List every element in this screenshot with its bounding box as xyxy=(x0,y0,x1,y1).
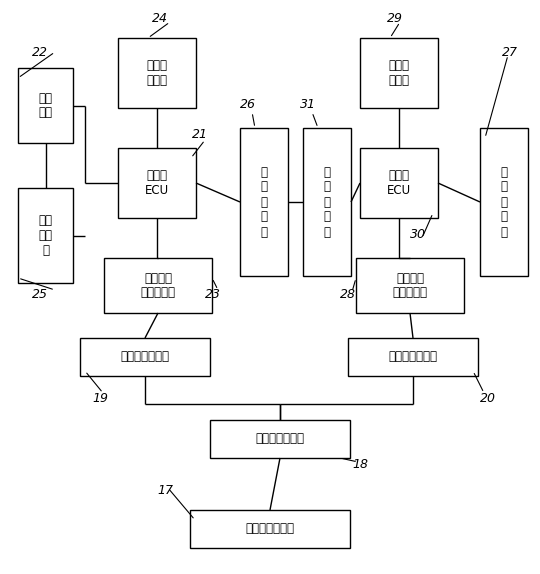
Text: 20: 20 xyxy=(480,391,496,405)
Text: 28: 28 xyxy=(340,289,356,301)
Text: 30: 30 xyxy=(410,228,426,242)
Text: 19: 19 xyxy=(92,391,108,405)
Bar xyxy=(190,510,350,548)
Text: 电动车地感线圈: 电动车地感线圈 xyxy=(388,351,437,363)
Text: 网
络
协
调
器: 网 络 协 调 器 xyxy=(260,165,267,239)
Bar xyxy=(18,188,73,283)
Bar xyxy=(240,128,288,276)
Text: 29: 29 xyxy=(387,11,403,25)
Text: 24: 24 xyxy=(152,11,168,25)
Text: 电动车磁
检测传感器: 电动车磁 检测传感器 xyxy=(393,272,428,300)
Bar xyxy=(118,38,196,108)
Bar xyxy=(356,258,464,313)
Text: 18: 18 xyxy=(352,459,368,471)
Text: 22: 22 xyxy=(32,45,48,59)
Text: 机动车
蓄电池: 机动车 蓄电池 xyxy=(146,59,167,87)
Text: 31: 31 xyxy=(300,99,316,111)
Bar xyxy=(348,338,478,376)
Text: 17: 17 xyxy=(157,483,173,497)
Text: 车载
雷达: 车载 雷达 xyxy=(38,91,52,119)
Bar xyxy=(18,68,73,143)
Bar xyxy=(210,420,350,458)
Text: 机动车磁
检测传感器: 机动车磁 检测传感器 xyxy=(140,272,176,300)
Text: 27: 27 xyxy=(502,45,518,59)
Text: 雷达
控制
器: 雷达 控制 器 xyxy=(38,214,52,257)
Text: 21: 21 xyxy=(192,129,208,142)
Bar xyxy=(303,128,351,276)
Bar xyxy=(360,38,438,108)
Text: 角
度
传
感
器: 角 度 传 感 器 xyxy=(501,165,508,239)
Text: 电动车
蓄电池: 电动车 蓄电池 xyxy=(388,59,409,87)
Text: 无
线
路
由
器: 无 线 路 由 器 xyxy=(323,165,330,239)
Bar xyxy=(118,148,196,218)
Text: 地感线圈控制器: 地感线圈控制器 xyxy=(255,432,305,445)
Text: 机动车地感线圈: 机动车地感线圈 xyxy=(120,351,170,363)
Text: 25: 25 xyxy=(32,289,48,301)
Bar xyxy=(360,148,438,218)
Bar xyxy=(80,338,210,376)
Text: 电动车
ECU: 电动车 ECU xyxy=(387,169,411,197)
Text: 机动车
ECU: 机动车 ECU xyxy=(145,169,169,197)
Bar xyxy=(480,128,528,276)
Text: 交通信号灯装置: 交通信号灯装置 xyxy=(246,522,294,536)
Bar xyxy=(104,258,212,313)
Text: 26: 26 xyxy=(240,99,256,111)
Text: 23: 23 xyxy=(205,289,221,301)
